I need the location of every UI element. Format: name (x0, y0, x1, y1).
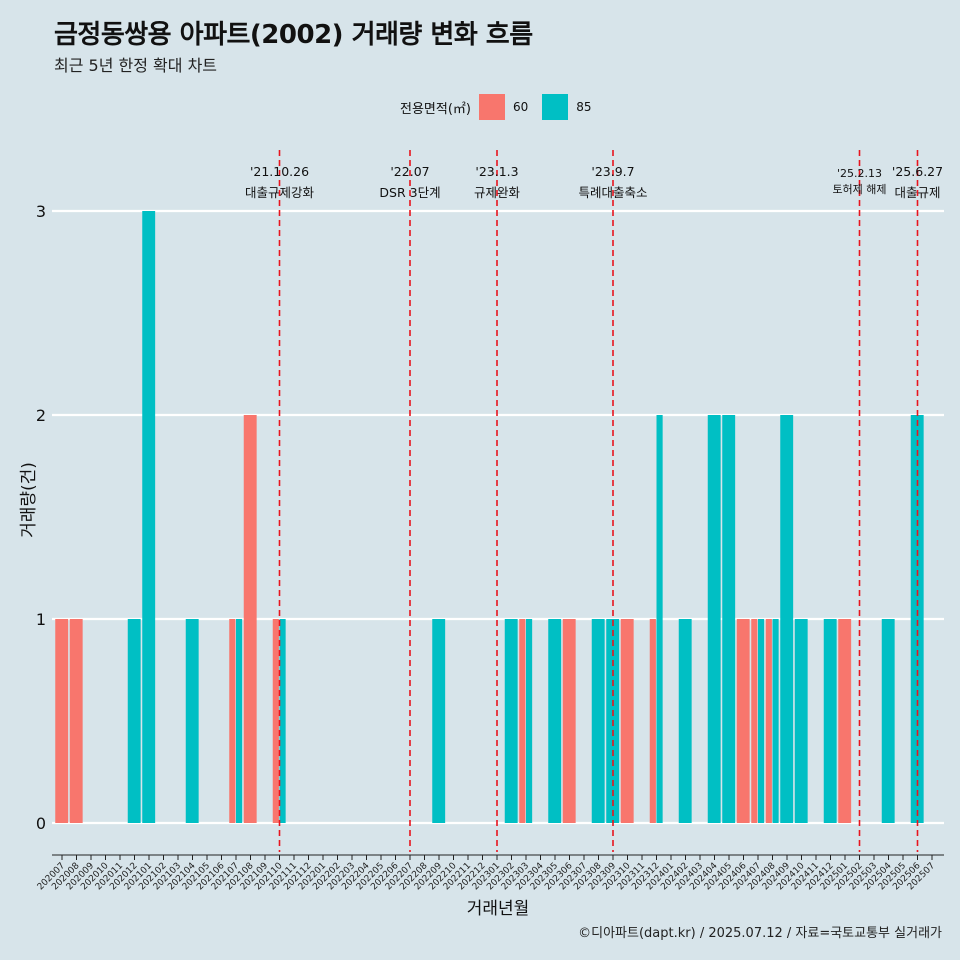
event-text-label: 규제완화 (474, 185, 521, 200)
legend-label-85: 85 (576, 100, 592, 114)
bar-202409-85 (780, 415, 794, 823)
bar-202408-60 (765, 619, 772, 823)
y-tick-label: 3 (36, 202, 46, 221)
y-tick-label: 2 (36, 406, 46, 425)
bar-202303-85 (526, 619, 533, 823)
bar-202407-60 (751, 619, 758, 823)
bar-202410-85 (794, 619, 808, 823)
event-date-label: '22.07 (390, 164, 429, 179)
chart-title: 금정동쌍용 아파트(2002) 거래량 변화 흐름 (54, 20, 533, 50)
bar-202312-60 (649, 619, 656, 823)
bar-202107-85 (236, 619, 243, 823)
bar-202303-60 (519, 619, 526, 823)
legend: 전용면적(㎡) 60 85 (400, 93, 606, 121)
x-axis-title: 거래년월 (467, 899, 530, 919)
bar-202506-85 (910, 415, 924, 823)
bar-202012-85 (127, 619, 141, 823)
bar-202305-85 (548, 619, 562, 823)
bar-202104-85 (185, 619, 199, 823)
footer-credit: ©디아파트(dapt.kr) / 2025.07.12 / 자료=국토교통부 실… (578, 926, 942, 941)
y-tick-label: 1 (36, 610, 46, 629)
bar-202312-85 (656, 415, 663, 823)
bar-202406-60 (736, 619, 750, 823)
legend-key-85 (542, 94, 569, 120)
bar-202308-85 (591, 619, 605, 823)
legend-title: 전용면적(㎡) (400, 101, 471, 117)
bar-202404-85 (707, 415, 721, 823)
legend-label-60: 60 (512, 100, 529, 114)
event-text-label: DSR 3단계 (379, 185, 440, 200)
bar-202108-60 (243, 415, 257, 823)
bar-202408-85 (772, 619, 779, 823)
event-date-label: '25.2.13 (837, 167, 882, 180)
bar-202405-85 (722, 415, 736, 823)
event-text-label: 토허제 해제 (832, 182, 886, 196)
bar-202412-85 (823, 619, 837, 823)
event-text-label: 대출규제강화 (245, 185, 315, 200)
bar-202007-60 (55, 619, 69, 823)
bar-202302-85 (504, 619, 518, 823)
bar-202110-85 (279, 619, 286, 823)
y-axis-title: 거래량(건) (19, 462, 39, 538)
bar-202209-85 (432, 619, 446, 823)
bar-202407-85 (758, 619, 765, 823)
bar-202107-60 (229, 619, 236, 823)
bar-202504-85 (881, 619, 895, 823)
event-date-label: '25.6.27 (892, 164, 943, 179)
chart-subtitle: 최근 5년 한정 확대 차트 (54, 56, 218, 75)
event-text-label: 특례대출축소 (578, 185, 647, 200)
bar-202306-60 (562, 619, 576, 823)
event-date-label: '23.1.3 (475, 164, 518, 179)
y-tick-label: 0 (36, 814, 46, 833)
bar-202008-60 (69, 619, 83, 823)
event-date-label: '21.10.26 (250, 164, 309, 179)
event-date-label: '23.9.7 (591, 164, 634, 179)
bar-202101-85 (142, 211, 156, 823)
event-text-label: 대출규제 (894, 185, 940, 200)
bar-202310-60 (620, 619, 634, 823)
bar-202501-60 (838, 619, 852, 823)
legend-key-60 (478, 94, 505, 120)
bar-202402-85 (678, 619, 692, 823)
bar-202110-60 (272, 619, 279, 823)
